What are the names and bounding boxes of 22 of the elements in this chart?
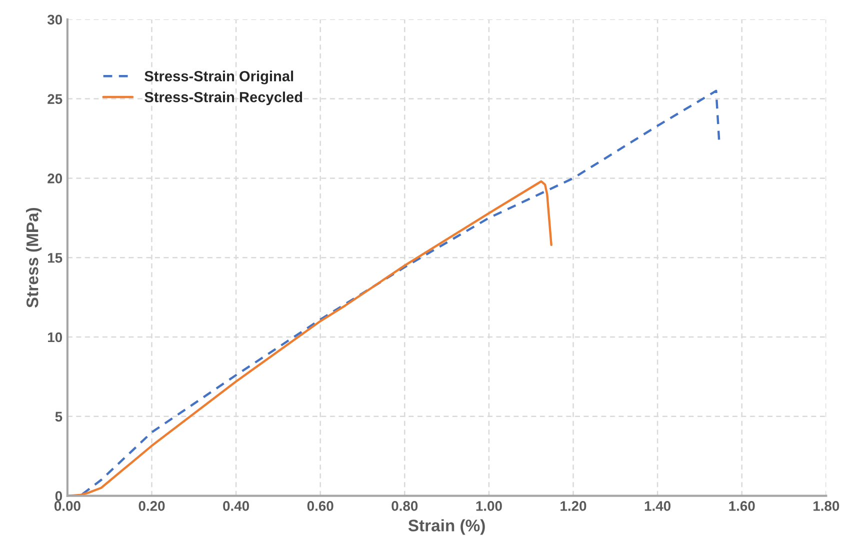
line-series [67,180,552,496]
x-tick-label: 1.00 [476,501,502,511]
y-tick-label: 0 [55,491,62,501]
x-tick-label: 1.80 [814,501,840,511]
y-axis-title: Stress (MPa) [26,208,42,308]
legend-label: Stress-Strain Recycled [144,92,302,106]
y-tick-label: 10 [48,332,62,342]
x-axis-title: Strain (%) [408,519,485,535]
x-tick-label: 0.00 [54,501,80,511]
x-tick-label: 0.60 [307,501,334,511]
legend-label: Stress-Strain Original [144,70,294,84]
y-tick-label: 20 [48,174,62,184]
x-tick-label: 0.20 [138,501,165,511]
y-tick-label: 30 [47,14,62,25]
x-tick-label: 1.60 [729,501,755,511]
x-tick-label: 1.20 [560,501,586,511]
y-tick-label: 15 [48,253,62,263]
y-tick-label: 5 [55,412,62,422]
x-tick-label: 0.40 [223,501,249,511]
x-tick-label: 0.80 [392,501,418,511]
y-tick-label: 25 [48,94,62,104]
x-tick-label: 1.40 [644,501,670,511]
